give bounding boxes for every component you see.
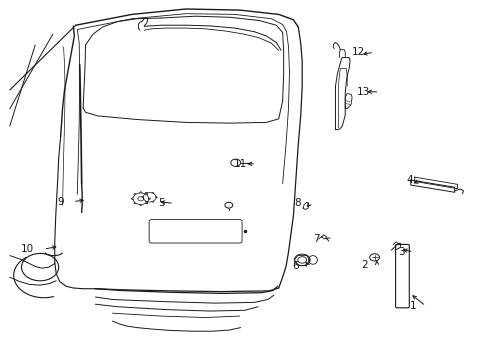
Text: 9: 9 bbox=[57, 197, 63, 207]
Text: 12: 12 bbox=[351, 47, 364, 57]
Text: 3: 3 bbox=[397, 247, 404, 257]
Text: 1: 1 bbox=[409, 301, 416, 311]
Text: 4: 4 bbox=[405, 175, 412, 185]
Text: 6: 6 bbox=[292, 261, 299, 271]
Text: 10: 10 bbox=[21, 244, 34, 254]
Text: 7: 7 bbox=[312, 234, 319, 244]
Text: 2: 2 bbox=[360, 260, 367, 270]
Text: 13: 13 bbox=[356, 87, 369, 97]
Text: 5: 5 bbox=[158, 198, 164, 208]
Text: 8: 8 bbox=[293, 198, 300, 208]
Text: 11: 11 bbox=[233, 159, 246, 169]
